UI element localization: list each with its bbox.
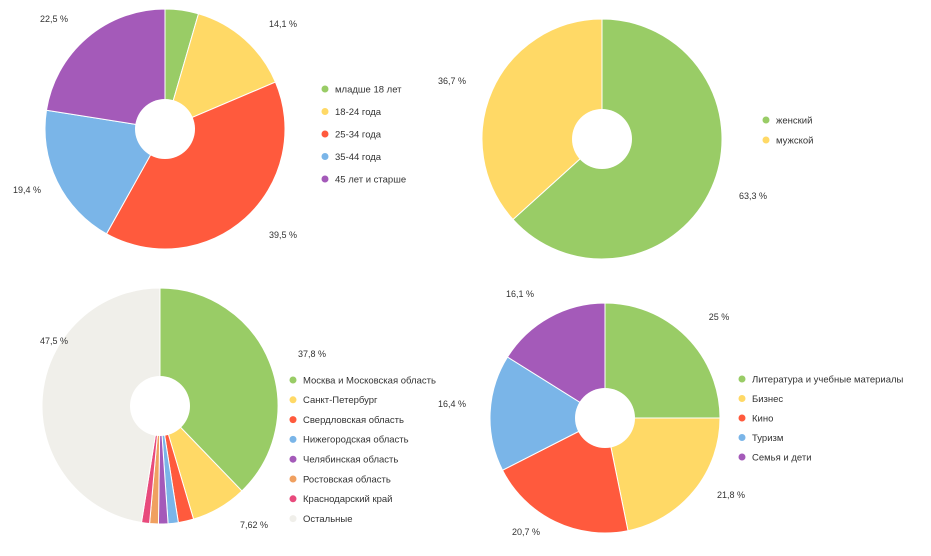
legend-marker-icon xyxy=(289,435,297,443)
legend-label: женский xyxy=(776,115,812,126)
pie-slice[interactable] xyxy=(44,109,166,235)
data-label: 25 % xyxy=(709,312,730,322)
legend: Москва и Московская область Санкт-Петербу… xyxy=(289,375,436,525)
data-label: 14,1 % xyxy=(269,19,297,29)
pie-slice[interactable] xyxy=(45,8,166,130)
legend-marker-icon xyxy=(289,475,297,483)
data-label: 20,7 % xyxy=(512,527,540,537)
pie-slice[interactable] xyxy=(481,18,603,221)
legend-marker-icon xyxy=(762,136,770,144)
legend-item[interactable]: Москва и Московская область xyxy=(289,375,436,386)
pie-slice[interactable] xyxy=(489,356,607,471)
legend-marker-icon xyxy=(738,434,746,441)
legend-label: Семья и дети xyxy=(752,452,812,463)
legend-label: Остальные xyxy=(303,514,353,525)
legend-item[interactable]: Челябинская область xyxy=(289,455,399,466)
legend-label: 45 лет и старше xyxy=(335,174,406,185)
legend-item[interactable]: Санкт-Петербург xyxy=(289,395,379,406)
donut-hole xyxy=(572,109,632,169)
pie-slice[interactable] xyxy=(164,13,277,130)
legend-label: Туризм xyxy=(752,433,783,444)
legend-item[interactable]: Нижегородская область xyxy=(289,435,409,446)
legend-item[interactable]: 25-34 года xyxy=(321,129,382,140)
legend-item[interactable]: Туризм xyxy=(738,433,784,444)
legend-item[interactable]: женский xyxy=(762,115,813,126)
legend-marker-icon xyxy=(762,116,770,124)
legend-item[interactable]: Семья и дети xyxy=(738,452,812,463)
legend-label: мужской xyxy=(776,135,813,146)
legend-marker-icon xyxy=(289,396,297,404)
pie-slice[interactable] xyxy=(159,287,279,492)
legend-label: Москва и Московская область xyxy=(303,375,436,386)
legend-item[interactable]: 45 лет и старше xyxy=(321,174,407,185)
legend-item[interactable]: Литература и учебные материалы xyxy=(738,374,904,385)
donut-hole xyxy=(130,376,190,436)
legend: младше 18 лет 18-24 года 25-34 года 35-44 г… xyxy=(321,84,407,185)
legend-marker-icon xyxy=(321,130,329,138)
legend-item[interactable]: 18-24 года xyxy=(321,107,382,118)
data-label: 21,8 % xyxy=(717,490,745,500)
data-label: 37,8 % xyxy=(298,349,326,359)
legend-marker-icon xyxy=(321,153,329,160)
pie-chart-3: 37,8 % 7,62 % 47,5 % Москва и Московская об… xyxy=(40,287,436,530)
legend-item[interactable]: Краснодарский край xyxy=(289,494,393,505)
legend-marker-icon xyxy=(289,515,297,523)
legend-marker-icon xyxy=(289,416,297,424)
pie-slice[interactable] xyxy=(604,417,721,532)
pie-slice[interactable] xyxy=(41,287,161,524)
pie-slice[interactable] xyxy=(506,302,606,419)
legend: Литература и учебные материалы Бизнес Кино… xyxy=(738,374,904,463)
pie-slice[interactable] xyxy=(105,81,286,250)
donut-hole xyxy=(135,99,195,159)
legend-item[interactable]: Ростовская область xyxy=(289,474,391,485)
data-label: 22,5 % xyxy=(40,14,68,24)
legend-item[interactable]: 35-44 года xyxy=(321,152,382,163)
legend-item[interactable]: младше 18 лет xyxy=(321,84,403,95)
legend-marker-icon xyxy=(289,455,297,463)
legend-marker-icon xyxy=(321,85,329,93)
pie-chart-4: 25 % 21,8 % 20,7 % 16,4 % 16,1 % Литература и… xyxy=(438,289,904,537)
pie-chart-2: 63,3 % 36,7 % женский мужской xyxy=(438,18,814,260)
data-label: 7,62 % xyxy=(240,520,268,530)
legend-label: Литература и учебные материалы xyxy=(752,374,904,385)
legend: женский мужской xyxy=(762,115,814,146)
legend-item[interactable]: мужской xyxy=(762,135,814,146)
legend-label: Санкт-Петербург xyxy=(303,395,378,406)
pie-slice[interactable] xyxy=(604,302,721,419)
legend-label: 35-44 года xyxy=(335,152,382,163)
legend-item[interactable]: Остальные xyxy=(289,514,353,525)
data-label: 39,5 % xyxy=(269,230,297,240)
legend-label: младше 18 лет xyxy=(335,84,402,95)
legend-marker-icon xyxy=(738,395,746,402)
legend-marker-icon xyxy=(321,108,329,115)
data-label: 16,4 % xyxy=(438,399,466,409)
data-label: 47,5 % xyxy=(40,336,68,346)
legend-label: Кино xyxy=(752,413,773,424)
data-label: 36,7 % xyxy=(438,76,466,86)
legend-item[interactable]: Кино xyxy=(738,413,774,424)
legend-marker-icon xyxy=(738,375,746,383)
legend-item[interactable]: Бизнес xyxy=(738,394,784,405)
legend-marker-icon xyxy=(321,175,329,183)
legend-label: Ростовская область xyxy=(303,474,391,485)
legend-label: 25-34 года xyxy=(335,129,382,140)
donut-hole xyxy=(575,388,635,448)
legend-marker-icon xyxy=(738,453,746,461)
data-label: 16,1 % xyxy=(506,289,534,299)
legend-label: Нижегородская область xyxy=(303,435,409,446)
legend-marker-icon xyxy=(289,495,297,503)
legend-marker-icon xyxy=(289,376,297,384)
pie-chart-1: 14,1 % 39,5 % 19,4 % 22,5 % младше 18 лет 18-… xyxy=(13,8,407,250)
legend-label: 18-24 года xyxy=(335,107,382,118)
data-label: 63,3 % xyxy=(739,191,767,201)
data-label: 19,4 % xyxy=(13,185,41,195)
legend-marker-icon xyxy=(738,414,746,422)
legend-item[interactable]: Свердловская область xyxy=(289,415,404,426)
legend-label: Краснодарский край xyxy=(303,494,392,505)
legend-label: Свердловская область xyxy=(303,415,404,426)
legend-label: Бизнес xyxy=(752,394,783,405)
legend-label: Челябинская область xyxy=(303,455,398,466)
